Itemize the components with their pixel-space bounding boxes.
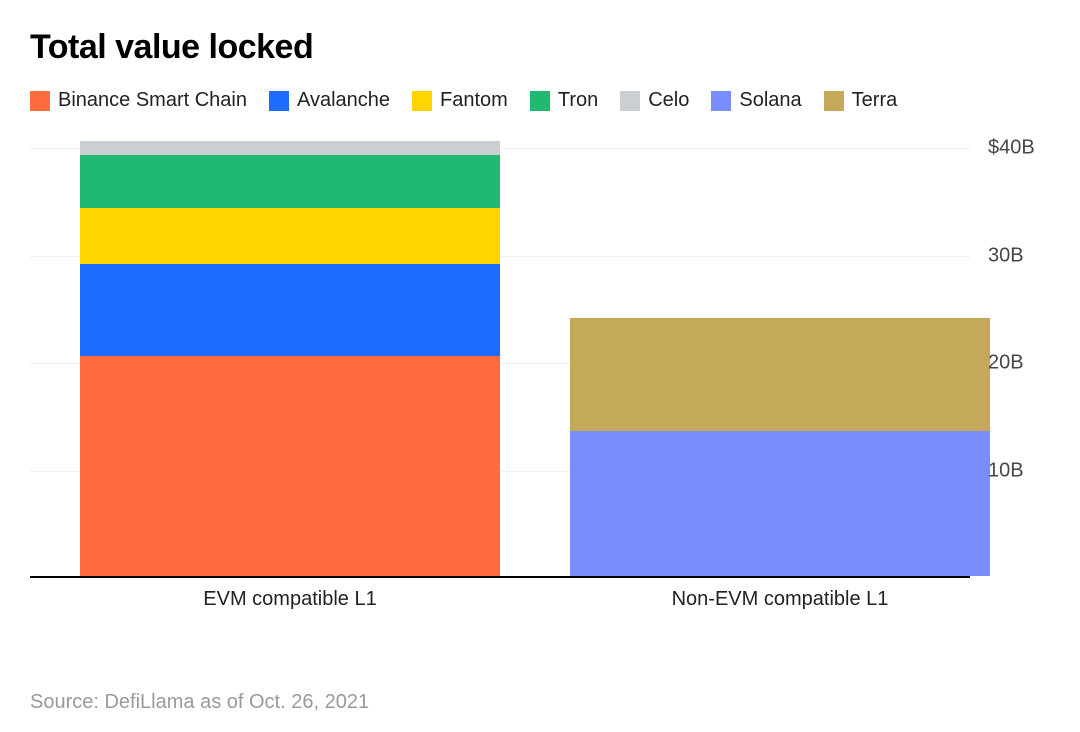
legend-item-avalanche: Avalanche bbox=[269, 89, 390, 112]
legend-label: Solana bbox=[739, 89, 801, 112]
y-tick-label: 10B bbox=[988, 459, 1024, 482]
legend-item-fantom: Fantom bbox=[412, 89, 508, 112]
plot-area bbox=[30, 148, 970, 578]
legend-label: Celo bbox=[648, 89, 689, 112]
legend-label: Tron bbox=[558, 89, 598, 112]
bar-1 bbox=[570, 318, 990, 576]
legend-swatch-avalanche bbox=[269, 91, 289, 111]
segment-celo bbox=[80, 141, 500, 155]
legend-swatch-solana bbox=[711, 91, 731, 111]
y-tick-label: 20B bbox=[988, 352, 1024, 375]
x-tick-label: Non-EVM compatible L1 bbox=[672, 588, 889, 611]
legend-swatch-celo bbox=[620, 91, 640, 111]
segment-avalanche bbox=[80, 264, 500, 355]
bar-0 bbox=[80, 141, 500, 576]
segment-terra bbox=[570, 318, 990, 431]
legend-swatch-fantom bbox=[412, 91, 432, 111]
legend-item-tron: Tron bbox=[530, 89, 598, 112]
chart-title: Total value locked bbox=[30, 28, 1050, 67]
chart: 10B20B30B$40BEVM compatible L1Non-EVM co… bbox=[30, 148, 1030, 608]
legend-item-terra: Terra bbox=[824, 89, 898, 112]
segment-tron bbox=[80, 155, 500, 209]
segment-solana bbox=[570, 431, 990, 576]
y-tick-label: 30B bbox=[988, 244, 1024, 267]
x-tick-label: EVM compatible L1 bbox=[203, 588, 376, 611]
legend-label: Avalanche bbox=[297, 89, 390, 112]
legend-swatch-bsc bbox=[30, 91, 50, 111]
segment-bsc bbox=[80, 356, 500, 576]
source-text: Source: DefiLlama as of Oct. 26, 2021 bbox=[30, 691, 369, 714]
legend-swatch-terra bbox=[824, 91, 844, 111]
legend: Binance Smart Chain Avalanche Fantom Tron Ce… bbox=[30, 89, 1050, 112]
legend-item-solana: Solana bbox=[711, 89, 801, 112]
segment-fantom bbox=[80, 208, 500, 264]
y-tick-label: $40B bbox=[988, 137, 1035, 160]
legend-label: Binance Smart Chain bbox=[58, 89, 247, 112]
legend-label: Terra bbox=[852, 89, 898, 112]
legend-swatch-tron bbox=[530, 91, 550, 111]
legend-item-celo: Celo bbox=[620, 89, 689, 112]
legend-label: Fantom bbox=[440, 89, 508, 112]
legend-item-bsc: Binance Smart Chain bbox=[30, 89, 247, 112]
